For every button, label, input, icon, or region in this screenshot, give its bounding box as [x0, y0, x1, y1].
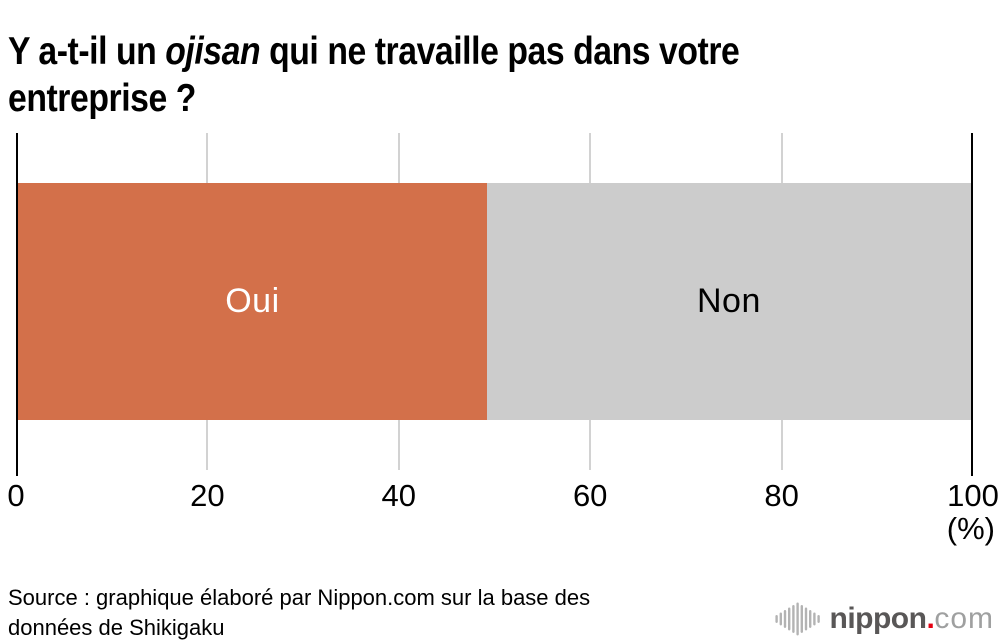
tick-label-0: 0	[7, 478, 25, 513]
tick-label-80: 80	[764, 478, 799, 513]
axis-unit-label: (%)	[946, 511, 995, 546]
nippon-logo-text: nippon. com	[830, 602, 995, 636]
source-line-1: Source : graphique élaboré par Nippon.co…	[8, 585, 591, 610]
x-axis-tick-labels: 0 20 40 60 80 100	[7, 478, 998, 514]
tick-label-20: 20	[190, 478, 225, 513]
bar-label-non: Non	[696, 282, 761, 320]
title-text-italic: ojisan	[165, 30, 261, 74]
bar-label-oui: Oui	[225, 282, 280, 320]
logo-brand: nippon	[829, 602, 927, 635]
x-axis-line-100	[971, 133, 973, 476]
title-text-post: qui ne travaille pas dans votre	[260, 30, 740, 74]
tick-label-100: 100	[947, 478, 999, 513]
logo-tld: com	[934, 602, 994, 635]
chart-title: Y a-t-il un ojisan qui ne travaille pas …	[8, 28, 977, 122]
bar-segment-oui: Oui	[18, 183, 487, 420]
logo-dot: .	[926, 602, 935, 635]
x-axis-line-0	[16, 133, 18, 476]
tick-label-40: 40	[381, 478, 417, 513]
nippon-logo: nippon. com	[774, 598, 995, 640]
soundwave-bars-icon	[774, 602, 820, 636]
plot-area: Oui Non	[16, 133, 973, 476]
tick-label-60: 60	[572, 478, 608, 513]
bar-segment-non: Non	[486, 183, 971, 420]
source-note: Source : graphique élaboré par Nippon.co…	[8, 583, 590, 643]
title-text-line2: entreprise ?	[8, 77, 196, 121]
source-line-2: données de Shikigaku	[8, 615, 225, 640]
stacked-bar: Oui Non	[18, 183, 971, 420]
title-text-pre: Y a-t-il un	[8, 30, 166, 74]
